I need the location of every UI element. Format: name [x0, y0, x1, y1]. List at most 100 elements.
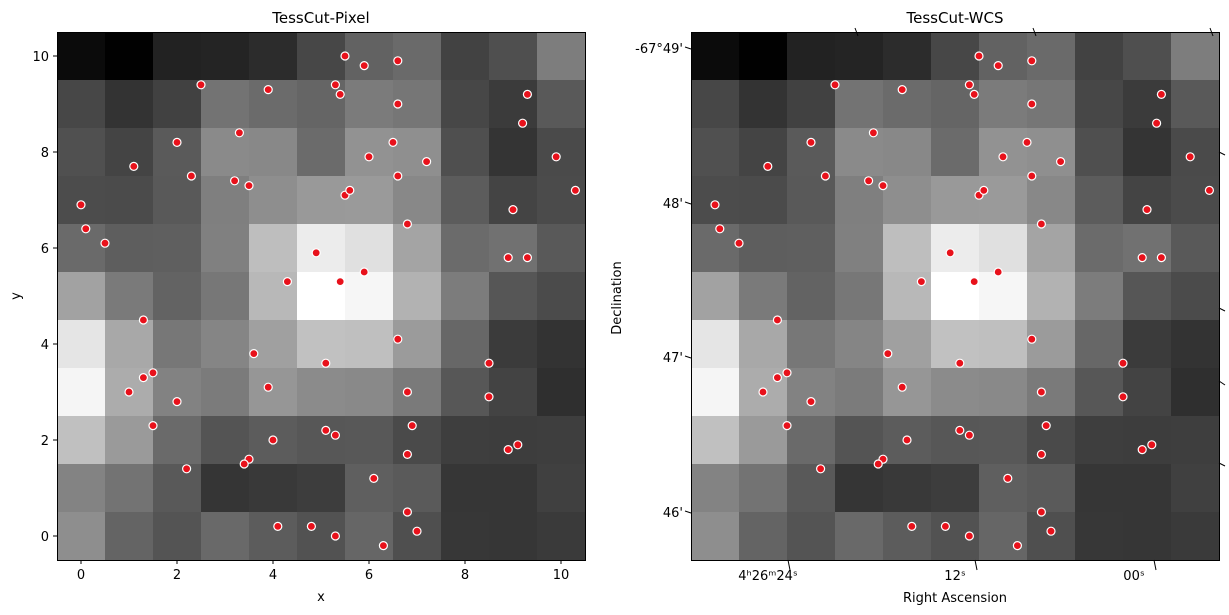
wcs-cell: [835, 224, 884, 273]
wcs-star-marker: [1036, 219, 1047, 229]
wcs-star-marker: [763, 161, 773, 171]
dec-right-tick-mark: [1218, 307, 1226, 312]
pixel-cell: [393, 128, 442, 177]
pixel-cell: [489, 128, 538, 177]
wcs-cell: [787, 512, 836, 561]
pixel-cell: [57, 272, 106, 321]
pixel-cell: [201, 368, 250, 417]
pixel-star-marker: [393, 99, 403, 109]
pixel-star-marker: [239, 459, 249, 469]
wcs-cell: [739, 80, 788, 129]
x-tick-label: 0: [77, 568, 85, 583]
pixel-star-marker: [244, 181, 254, 191]
wcs-axes: 4ʰ26ᵐ24ˢ 12ˢ 00ˢ -67°49' 48' 47' 46': [635, 27, 1226, 584]
ra-top-tick-mark: [1209, 27, 1214, 37]
dec-right-tick-mark: [1218, 462, 1226, 467]
pixel-star-marker: [249, 349, 259, 359]
pixel-cell: [153, 80, 202, 129]
pixel-cell: [441, 512, 490, 561]
wcs-cell: [691, 368, 740, 417]
pixel-star-marker: [402, 219, 412, 229]
pixel-cell: [57, 320, 106, 369]
pixel-cell: [201, 464, 250, 513]
wcs-star-marker: [1118, 358, 1128, 368]
pixel-cell: [105, 512, 154, 561]
pixel-star-marker: [393, 334, 403, 344]
pixel-star-marker: [513, 440, 523, 450]
wcs-star-marker: [1055, 157, 1066, 167]
pixel-cell: [537, 32, 586, 81]
wcs-star-marker: [974, 51, 984, 61]
wcs-cell: [1027, 272, 1076, 321]
pixel-cell: [105, 128, 154, 177]
wcs-cell: [1027, 320, 1076, 369]
wcs-cell: [1027, 416, 1076, 465]
pixel-cell: [537, 320, 586, 369]
wcs-star-marker: [897, 382, 907, 392]
pixel-star-marker: [330, 80, 340, 90]
pixel-cell: [153, 368, 202, 417]
dec-axis-label: Declination: [610, 261, 625, 335]
wcs-cell: [739, 512, 788, 561]
wcs-cell: [835, 464, 884, 513]
pixel-star-marker: [81, 224, 91, 234]
wcs-star-marker: [1137, 253, 1147, 263]
pixel-star-marker: [522, 89, 533, 100]
wcs-star-marker: [1156, 253, 1167, 263]
wcs-star-marker: [772, 315, 783, 325]
pixel-star-marker: [388, 137, 398, 147]
dec-tick-label: -67°49': [635, 42, 683, 57]
pixel-cell: [249, 80, 298, 129]
wcs-cell: [691, 32, 740, 81]
wcs-star-marker: [868, 128, 879, 138]
wcs-cell: [931, 416, 980, 465]
wcs-star-marker: [1027, 171, 1037, 181]
wcs-image: [691, 32, 1220, 561]
pixel-cell: [153, 464, 202, 513]
wcs-cell: [1123, 320, 1172, 369]
pixel-panel-title: TessCut-Pixel: [271, 9, 369, 27]
pixel-cell: [57, 416, 106, 465]
wcs-cell: [931, 464, 980, 513]
wcs-cell: [979, 464, 1028, 513]
pixel-star-marker: [345, 185, 355, 195]
wcs-cell: [979, 368, 1028, 417]
wcs-cell: [1123, 272, 1172, 321]
pixel-star-marker: [306, 521, 316, 532]
pixel-star-marker: [330, 430, 340, 440]
wcs-cell: [931, 128, 980, 177]
pixel-cell: [489, 320, 538, 369]
wcs-cell: [835, 80, 884, 129]
pixel-cell: [297, 464, 346, 513]
wcs-star-marker: [969, 277, 979, 287]
pixel-cell: [105, 320, 154, 369]
pixel-cell: [489, 224, 538, 273]
pixel-cell: [57, 32, 106, 81]
y-tick-label: 6: [41, 242, 49, 257]
pixel-star-marker: [402, 387, 412, 397]
wcs-cell: [1171, 320, 1220, 369]
ra-top-tick-mark: [1032, 27, 1037, 37]
wcs-cell: [787, 464, 836, 513]
wcs-star-marker: [782, 421, 792, 431]
pixel-cell: [105, 224, 154, 273]
wcs-cell: [883, 176, 932, 225]
pixel-cell: [441, 32, 490, 81]
pixel-cell: [345, 32, 394, 81]
pixel-cell: [105, 464, 154, 513]
pixel-cell: [201, 80, 250, 129]
wcs-cell: [691, 512, 740, 561]
y-tick-label: 0: [41, 530, 49, 545]
pixel-star-marker: [517, 118, 528, 128]
pixel-cell: [393, 464, 442, 513]
pixel-star-marker: [393, 171, 403, 181]
pixel-star-marker: [234, 128, 244, 138]
wcs-cell: [1123, 32, 1172, 81]
wcs-cell: [931, 176, 980, 225]
pixel-star-marker: [138, 373, 148, 383]
dec-tick-mark: [684, 46, 692, 50]
pixel-cell: [249, 368, 298, 417]
pixel-cell: [489, 464, 538, 513]
pixel-cell: [441, 128, 490, 177]
pixel-cell: [105, 416, 154, 465]
